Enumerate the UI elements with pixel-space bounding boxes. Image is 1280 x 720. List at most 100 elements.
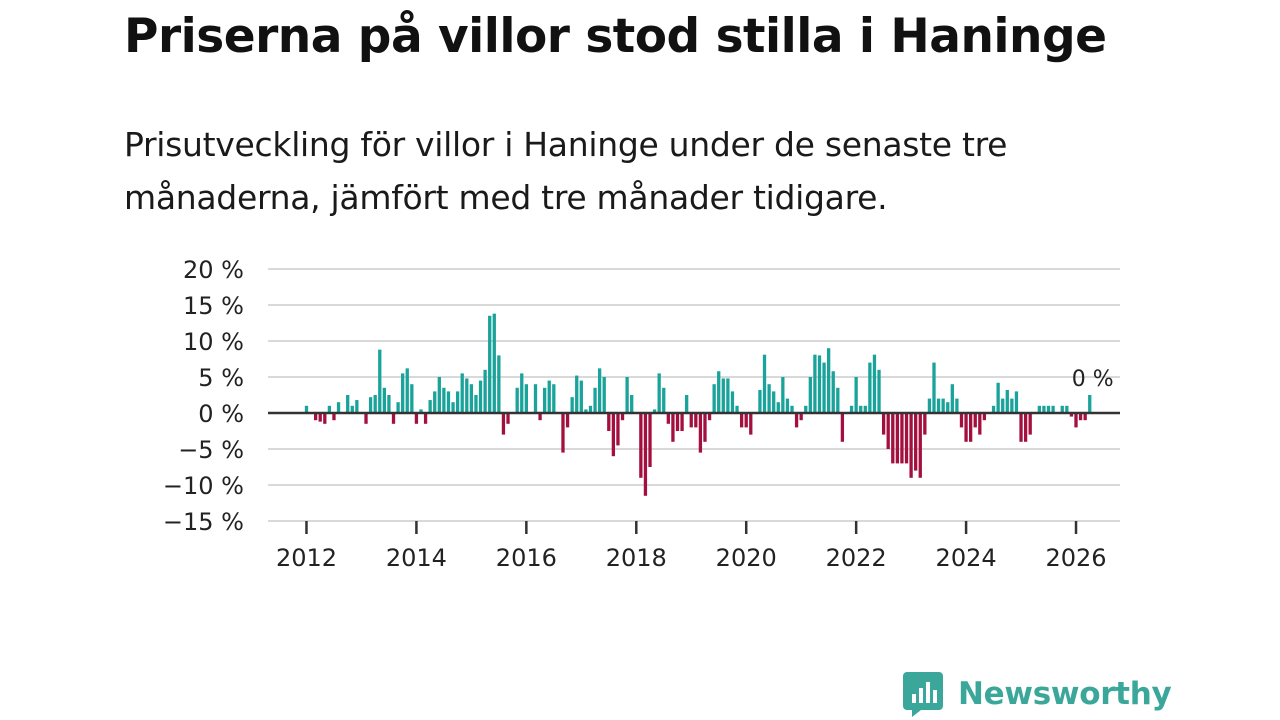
x-tick-label: 2026: [1045, 544, 1106, 572]
bar: [872, 354, 877, 413]
x-tick-label: 2020: [716, 544, 777, 572]
bar: [643, 413, 648, 496]
bar: [813, 354, 817, 413]
bar: [657, 373, 661, 413]
bar: [749, 413, 753, 435]
bar: [1014, 391, 1019, 413]
bar: [721, 378, 725, 413]
bar: [364, 413, 368, 424]
bar: [602, 377, 606, 413]
bar: [739, 413, 744, 428]
bar: [799, 413, 803, 421]
bar: [323, 413, 327, 424]
x-tick-label: 2024: [936, 544, 997, 572]
bar: [469, 384, 474, 413]
bar: [620, 413, 625, 421]
bar: [648, 413, 652, 467]
bar: [707, 413, 712, 421]
bar: [368, 397, 373, 413]
bar: [332, 413, 336, 421]
x-tick-label: 2018: [606, 544, 667, 572]
bar: [735, 405, 739, 413]
bar: [675, 413, 680, 431]
bar: [671, 413, 675, 442]
bar: [478, 380, 483, 413]
bar: [1065, 405, 1069, 413]
bar: [767, 384, 771, 413]
bar: [914, 413, 918, 471]
bar: [579, 380, 583, 413]
bar: [304, 405, 309, 413]
bar: [616, 413, 620, 446]
bar: [923, 413, 927, 435]
bar: [863, 405, 867, 413]
bar: [474, 395, 478, 413]
bar: [639, 413, 643, 478]
y-tick-label: 15 %: [183, 292, 244, 320]
bar: [955, 398, 959, 413]
bar: [506, 413, 510, 424]
bar: [1019, 413, 1023, 442]
brand-name: Newsworthy: [958, 676, 1172, 712]
bar: [419, 409, 423, 413]
bar: [543, 387, 547, 413]
bar: [1005, 389, 1009, 413]
bar: [891, 413, 895, 464]
bar: [836, 387, 840, 413]
bar: [533, 384, 538, 413]
bar: [552, 384, 556, 413]
bar: [327, 405, 332, 413]
bar: [423, 413, 428, 424]
bar: [570, 397, 574, 413]
y-tick-label: −10 %: [163, 472, 244, 500]
bar: [804, 405, 808, 413]
bar: [442, 387, 446, 413]
bar: [762, 354, 767, 413]
y-tick-label: 20 %: [183, 256, 244, 284]
bar: [483, 369, 487, 413]
bar: [1028, 413, 1032, 435]
bar: [717, 371, 721, 413]
bar: [808, 377, 812, 413]
bar: [726, 378, 730, 413]
bar: [405, 368, 409, 413]
bar: [538, 413, 542, 421]
bar: [859, 405, 863, 413]
bar: [1069, 413, 1074, 417]
bar: [391, 413, 396, 424]
bar: [451, 402, 455, 413]
bar: [781, 377, 785, 413]
bar: [881, 413, 886, 435]
bar: [703, 413, 707, 442]
bar: [840, 413, 845, 442]
bar: [410, 384, 414, 413]
bar: [758, 389, 762, 413]
bar: [584, 409, 588, 413]
bar: [909, 413, 913, 478]
bar: [680, 413, 684, 431]
bar: [1042, 405, 1046, 413]
bar: [630, 395, 634, 413]
bar: [964, 413, 968, 442]
bar: [831, 371, 835, 413]
bar: [794, 413, 799, 428]
bar: [318, 413, 322, 422]
bar: [827, 348, 831, 413]
bar: [1010, 398, 1014, 413]
bar: [694, 413, 698, 428]
x-tick-label: 2014: [386, 544, 447, 572]
bar: [575, 375, 579, 413]
bar: [904, 413, 909, 464]
bar: [932, 362, 936, 413]
bar: [460, 373, 464, 413]
bar: [355, 400, 359, 413]
bar: [689, 413, 693, 428]
bar: [790, 405, 794, 413]
bar: [336, 402, 341, 413]
bar: [597, 368, 602, 413]
bar: [396, 402, 400, 413]
y-tick-label: −15 %: [163, 508, 244, 536]
bar: [373, 395, 377, 413]
bar: [941, 398, 945, 413]
